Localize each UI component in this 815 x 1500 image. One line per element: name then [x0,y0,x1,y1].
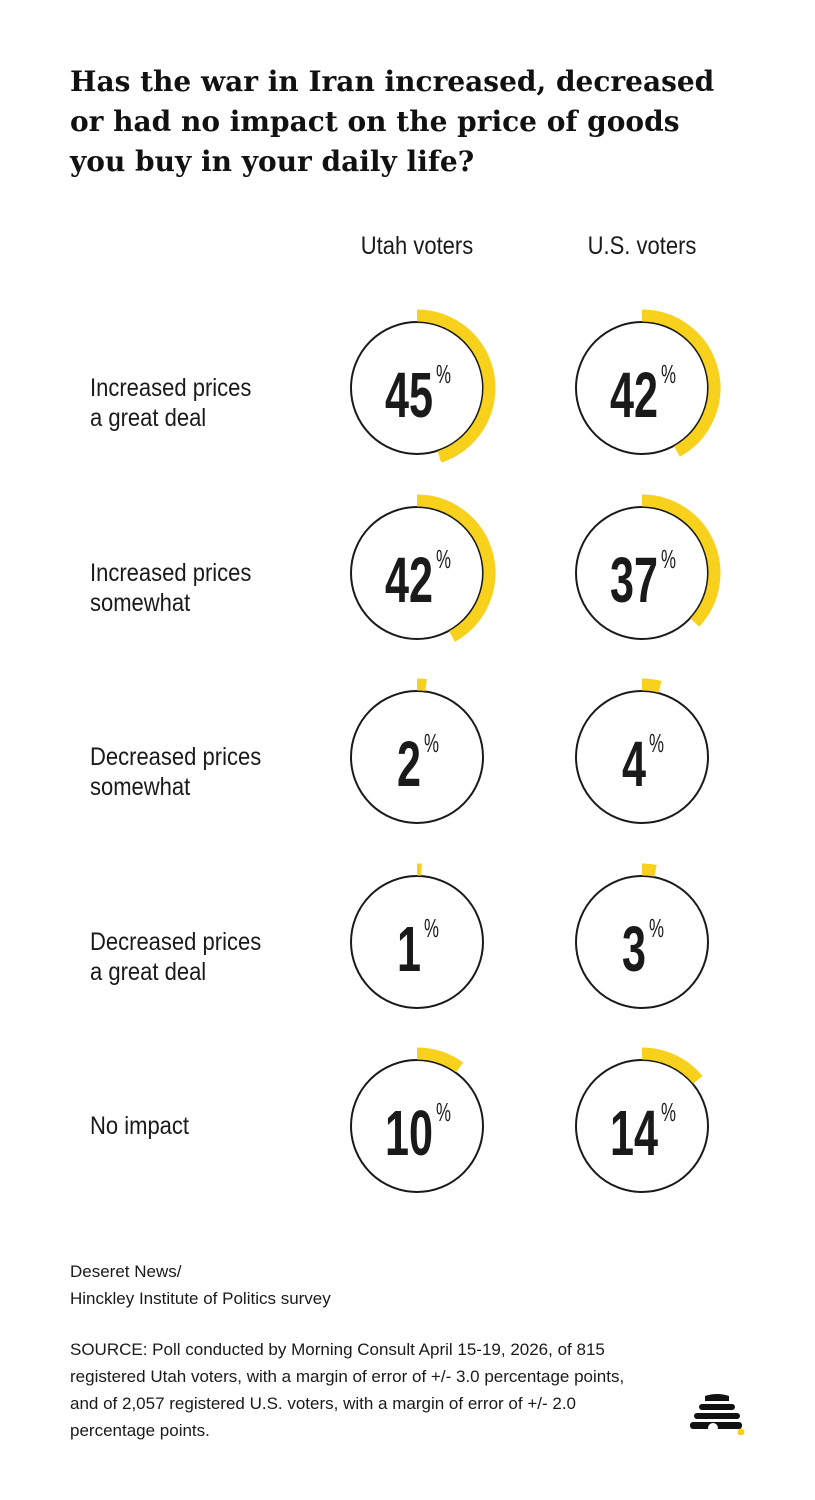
donut-value-label: 3 [622,913,646,985]
percent-sign: % [436,1097,451,1127]
donut-value-label: 10 [385,1097,433,1169]
column-header-us: U.S. voters [587,232,697,260]
donut-value-label: 37 [610,544,658,616]
percent-sign: % [661,1097,676,1127]
percent-sign: % [424,913,439,943]
donut-us-no-impact: 14% [575,1047,709,1193]
donut-us-decreased-prices-somewhat: 4% [575,678,709,824]
donut-chart-grid: 45 %42 %2 %1 %10 %42 %37 %4 %3 %14% [350,309,721,1193]
donut-value-arc [641,1047,703,1084]
donut-utah-decreased-prices-somewhat: 2% [350,678,484,824]
percent-sign: % [661,544,676,574]
donut-ring [350,875,484,1009]
donut-ring [350,321,484,455]
donut-value-label: 2 [397,728,421,800]
donut-value-label: 42 [610,359,658,431]
donut-value-arc [416,678,427,692]
percent-sign: % [661,359,676,389]
donut-value-label: 1 [397,913,421,985]
percent-sign: % [424,728,439,758]
donut-utah-increased-prices-a-great-deal: 45% [350,309,496,463]
donut-utah-no-impact: 10% [350,1047,484,1193]
row-label-increased-somewhat: Increased prices somewhat [90,559,252,617]
donut-us-increased-prices-a-great-deal: 42% [575,309,721,457]
credit-text: Deseret News/ Hinckley Institute of Poli… [70,1262,331,1308]
beehive-icon [690,1394,745,1435]
donut-value-arc [641,494,721,627]
donut-utah-decreased-prices-a-great-deal: 1% [350,863,484,1009]
donut-ring [350,506,484,640]
donut-ring [575,1059,709,1193]
donut-value-label: 14 [610,1097,658,1169]
donut-value-arc [641,309,721,457]
row-label-no-impact: No impact [90,1112,190,1140]
donut-ring [575,875,709,1009]
donut-value-arc [641,678,662,693]
donut-us-increased-prices-somewhat: 37% [575,494,721,640]
donut-ring [350,690,484,824]
percent-sign: % [436,544,451,574]
donut-utah-increased-prices-somewhat: 42% [350,494,496,642]
percent-sign: % [649,728,664,758]
donut-us-decreased-prices-a-great-deal: 3% [575,863,709,1009]
row-label-decreased-great-deal: Decreased prices a great deal [90,928,262,986]
row-label-increased-great-deal: Increased prices a great deal [90,374,252,432]
donut-value-arc [416,309,496,463]
column-header-utah: Utah voters [360,232,474,260]
source-note: SOURCE: Poll conducted by Morning Consul… [70,1340,625,1440]
donut-ring [575,321,709,455]
percent-sign: % [649,913,664,943]
donut-ring [575,690,709,824]
donut-ring [350,1059,484,1193]
chart-title: Has the war in Iran increased, decreased… [70,65,715,178]
donut-value-label: 4 [622,728,646,800]
donut-value-arc [416,1047,464,1073]
donut-value-arc [641,863,657,877]
donut-value-label: 45 [385,359,433,431]
donut-ring [575,506,709,640]
percent-sign: % [436,359,451,389]
donut-value-arc [416,494,496,642]
donut-value-label: 42 [385,544,433,616]
row-label-decreased-somewhat: Decreased prices somewhat [90,743,262,801]
